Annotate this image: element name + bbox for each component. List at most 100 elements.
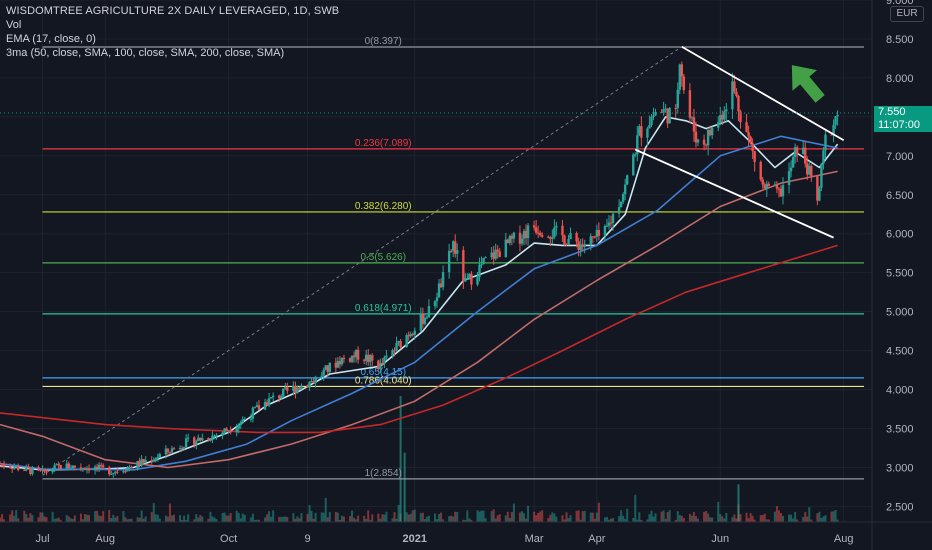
volume-bar	[310, 510, 313, 522]
candle-body	[383, 357, 386, 364]
descending-channel[interactable]	[0, 45, 872, 239]
volume-bar	[767, 519, 770, 522]
volume-bar	[351, 510, 354, 522]
candle-body	[439, 283, 443, 288]
candle-body	[136, 460, 139, 469]
volume-bar	[223, 512, 226, 522]
volume-bar	[581, 511, 584, 522]
candle-body	[282, 388, 285, 397]
candle-body	[342, 357, 346, 359]
volume-bar	[342, 516, 345, 522]
currency-button[interactable]: EUR	[890, 6, 924, 22]
time-axis[interactable]: Jul Aug Oct 9 2021 Mar Apr Jun Aug	[35, 533, 853, 545]
volume-bars	[0, 396, 839, 522]
candle-body	[243, 418, 247, 420]
candle-body	[27, 466, 30, 469]
volume-bar	[688, 513, 691, 522]
candle-body	[751, 143, 754, 152]
volume-bar	[652, 516, 655, 522]
candle-body	[708, 129, 712, 136]
volume-bar	[806, 516, 809, 522]
candle-body	[99, 464, 103, 466]
candle-body	[593, 236, 597, 238]
legend-ema[interactable]: EMA (17, close, 0)	[6, 33, 96, 45]
candle-body	[591, 236, 594, 238]
candle-body	[719, 115, 722, 123]
candle-body	[498, 251, 501, 258]
candle-body	[207, 438, 210, 441]
candle-body	[292, 385, 295, 391]
candle-body	[696, 139, 700, 143]
volume-bar	[561, 515, 564, 522]
fibonacci-retracement[interactable]: 0(8.397) 0.236(7.089) 0.382(6.280) 0.5(5.62…	[42, 36, 864, 480]
volume-bar	[646, 519, 649, 522]
candle-body	[512, 232, 516, 239]
volume-bar	[605, 516, 608, 522]
candle-body	[407, 335, 410, 337]
price-tick-label: 5.000	[886, 307, 914, 319]
volume-bar	[577, 510, 580, 522]
candle-body	[158, 454, 162, 458]
candle-body	[215, 435, 218, 437]
volume-bar	[551, 512, 554, 522]
volume-bar	[150, 512, 153, 522]
volume-bar	[648, 514, 651, 522]
green-up-arrow-icon[interactable]	[780, 55, 833, 109]
volume-bar	[23, 510, 26, 522]
candle-body	[611, 213, 615, 223]
volume-bar	[482, 510, 485, 522]
legend-volume[interactable]: Vol	[6, 19, 22, 31]
candle-body	[225, 428, 228, 431]
volume-bar	[308, 505, 311, 522]
candle-body	[379, 362, 382, 370]
volume-bar	[172, 514, 175, 522]
legend-3ma[interactable]: 3ma (50, close, SMA, 100, close, SMA, 20…	[6, 47, 285, 59]
candle-body	[385, 355, 388, 358]
fib-level-label: 0(8.397)	[365, 36, 402, 47]
candle-body	[617, 207, 621, 214]
volume-bar	[227, 515, 230, 522]
volume-bar	[682, 518, 685, 522]
candle-body	[820, 163, 823, 188]
volume-bar	[508, 517, 511, 522]
candle-body	[565, 244, 568, 246]
volume-bar	[110, 517, 113, 522]
volume-bar	[423, 518, 426, 522]
volume-bar	[749, 513, 752, 522]
candle-body	[830, 134, 833, 136]
price-tick-label: 8.000	[886, 73, 914, 85]
candle-body	[549, 237, 552, 239]
fib-level-label: 0.65(4.15)	[360, 367, 406, 378]
candle-body	[138, 460, 141, 466]
candle-body	[595, 230, 599, 237]
volume-bar	[296, 516, 299, 522]
candle-body	[278, 395, 281, 399]
candle-body	[371, 355, 374, 361]
volume-bar	[324, 497, 327, 522]
candle-body	[124, 471, 127, 473]
candle-body	[441, 272, 445, 288]
trend-diagonal[interactable]	[42, 46, 683, 476]
volume-bar	[731, 517, 734, 522]
volume-bar	[824, 515, 827, 522]
volume-bar	[237, 513, 240, 522]
candle-body	[130, 467, 133, 469]
candle-body	[563, 235, 566, 245]
volume-bar	[650, 510, 653, 522]
volume-bar	[492, 509, 495, 522]
candle-body	[765, 183, 768, 189]
volume-bar	[553, 513, 556, 522]
volume-bar	[253, 519, 256, 522]
volume-bar	[745, 512, 748, 522]
candle-body	[668, 107, 671, 124]
legend-symbol-title[interactable]: WISDOMTREE AGRICULTURE 2X DAILY LEVERAGE…	[6, 5, 340, 17]
candle-body	[101, 465, 105, 468]
candle-body	[551, 237, 554, 239]
candle-body	[822, 150, 825, 164]
volume-bar	[395, 518, 398, 522]
volume-bar	[314, 512, 317, 522]
candle-body	[241, 419, 244, 423]
candle-body	[393, 350, 396, 352]
candle-body	[79, 467, 83, 469]
